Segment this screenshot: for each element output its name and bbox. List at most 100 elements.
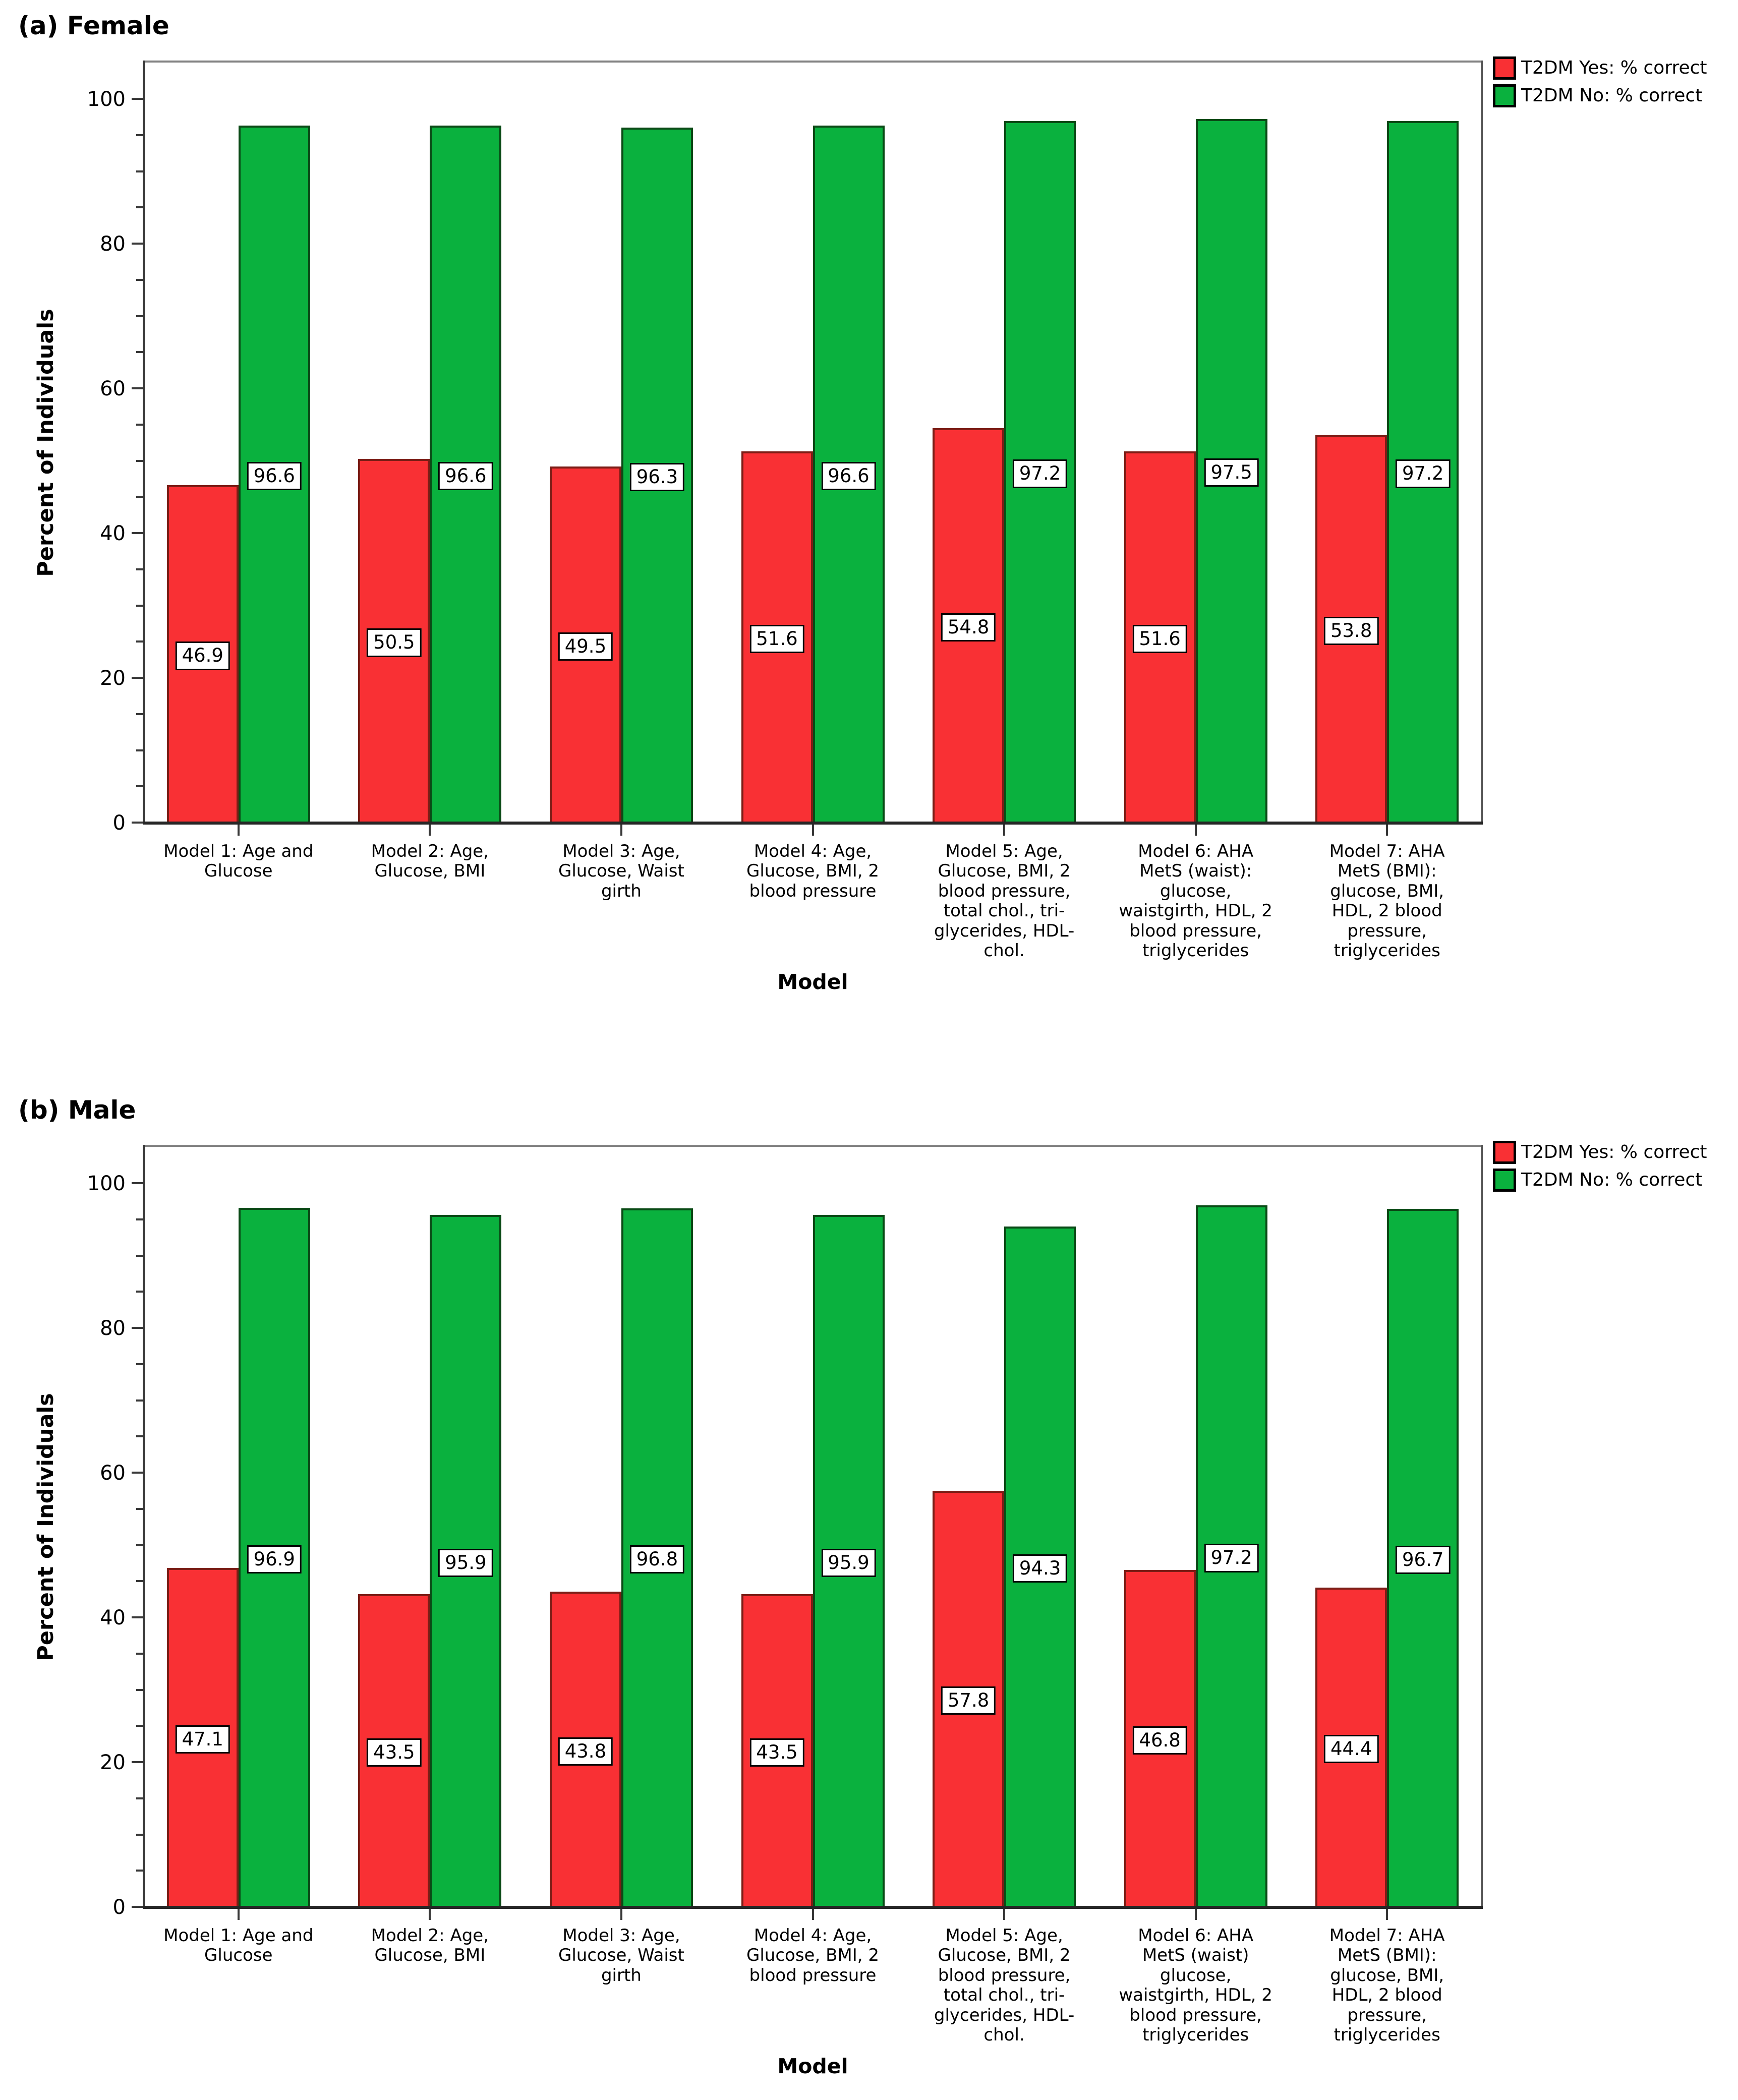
y-minor-tick xyxy=(136,278,143,281)
x-tick xyxy=(620,1909,622,1920)
y-minor-tick xyxy=(136,1218,143,1220)
y-axis-title: Percent of Individuals xyxy=(33,1392,59,1661)
y-minor-tick xyxy=(136,1580,143,1583)
plot-frame-right xyxy=(1481,61,1483,825)
legend-item-t2dm-no: T2DM No: % correct xyxy=(1493,1169,1707,1192)
legend-item-t2dm-yes: T2DM Yes: % correct xyxy=(1493,56,1707,80)
y-tick-label: 100 xyxy=(87,1172,126,1195)
y-major-tick xyxy=(132,387,143,389)
value-label: 46.8 xyxy=(1132,1726,1187,1755)
y-tick-label: 100 xyxy=(87,88,126,111)
y-minor-tick xyxy=(136,1688,143,1691)
y-minor-tick xyxy=(136,459,143,462)
legend-swatch-red-icon xyxy=(1493,1141,1516,1164)
value-label: 43.5 xyxy=(749,1738,804,1767)
value-label: 57.8 xyxy=(941,1686,996,1715)
x-axis-title: Model xyxy=(777,970,848,994)
x-tick xyxy=(429,1909,431,1920)
y-minor-tick xyxy=(136,170,143,172)
value-label: 97.5 xyxy=(1204,458,1259,487)
x-category-label: Model 2: Age, Glucose, BMI xyxy=(371,841,489,882)
value-label: 97.2 xyxy=(1012,459,1068,488)
y-axis-line xyxy=(143,61,145,825)
y-tick-label: 20 xyxy=(100,667,126,690)
y-minor-tick xyxy=(136,1507,143,1510)
value-label: 96.6 xyxy=(247,461,302,490)
plot-frame-top xyxy=(143,61,1483,63)
x-tick xyxy=(237,1909,240,1920)
value-label: 47.1 xyxy=(175,1725,230,1754)
value-label: 43.5 xyxy=(367,1738,422,1767)
value-label: 96.8 xyxy=(629,1545,685,1574)
y-tick-label: 60 xyxy=(100,377,126,400)
legend: T2DM Yes: % correct T2DM No: % correct xyxy=(1493,1141,1707,1196)
value-label: 51.6 xyxy=(1132,624,1187,653)
y-minor-tick xyxy=(136,1435,143,1438)
value-label: 46.9 xyxy=(175,641,230,670)
y-tick-label: 80 xyxy=(100,1317,126,1340)
y-minor-tick xyxy=(136,1725,143,1727)
x-category-label: Model 7: AHA MetS (BMI): glucose, BMI, H… xyxy=(1329,1926,1445,2046)
y-major-tick xyxy=(132,1182,143,1184)
panel-title: (b) Male xyxy=(18,1095,136,1125)
legend-swatch-red-icon xyxy=(1493,56,1516,80)
plot-area: Percent of Individuals Model 0 20 40 60 80 10… xyxy=(33,1145,1483,2078)
value-label: 53.8 xyxy=(1324,616,1379,645)
y-minor-tick xyxy=(136,1652,143,1655)
value-label: 43.8 xyxy=(558,1737,613,1766)
x-tick xyxy=(1003,825,1006,836)
value-label: 96.9 xyxy=(247,1545,302,1573)
x-tick xyxy=(1194,825,1197,836)
x-category-label: Model 6: AHA MetS (waist): glucose, wais… xyxy=(1119,841,1272,961)
y-minor-tick xyxy=(136,1833,143,1836)
y-major-tick xyxy=(132,677,143,679)
x-tick xyxy=(812,825,814,836)
x-tick xyxy=(429,825,431,836)
y-minor-tick xyxy=(136,1363,143,1365)
value-label: 96.6 xyxy=(438,461,493,490)
chart-panel-male: (b) Male Percent of Individuals Model 0 2… xyxy=(0,1084,1738,2100)
y-minor-tick xyxy=(136,1544,143,1546)
y-major-tick xyxy=(132,532,143,534)
y-minor-tick xyxy=(136,206,143,209)
value-label: 96.7 xyxy=(1396,1545,1451,1574)
plot-area: Percent of Individuals Model 0 20 40 60 80 10… xyxy=(33,61,1483,994)
y-minor-tick xyxy=(136,134,143,136)
x-category-label: Model 6: AHA MetS (waist) glucose, waist… xyxy=(1119,1926,1272,2046)
y-axis-title: Percent of Individuals xyxy=(33,308,59,577)
y-tick-label: 80 xyxy=(100,232,126,256)
x-category-label: Model 4: Age, Glucose, BMI, 2 blood pres… xyxy=(746,841,880,901)
legend-label: T2DM Yes: % correct xyxy=(1521,1142,1707,1163)
panel-title: (a) Female xyxy=(18,11,169,40)
y-major-tick xyxy=(132,243,143,245)
y-major-tick xyxy=(132,1472,143,1474)
y-minor-tick xyxy=(136,785,143,788)
y-minor-tick xyxy=(136,496,143,498)
value-label: 97.2 xyxy=(1396,459,1451,488)
y-minor-tick xyxy=(136,315,143,317)
y-minor-tick xyxy=(136,604,143,607)
y-minor-tick xyxy=(136,1291,143,1293)
value-label: 95.9 xyxy=(821,1548,876,1577)
legend-swatch-green-icon xyxy=(1493,1169,1516,1192)
x-tick xyxy=(1386,825,1388,836)
plot-frame-top xyxy=(143,1145,1483,1147)
y-minor-tick xyxy=(136,1254,143,1257)
legend-label: T2DM No: % correct xyxy=(1521,85,1703,106)
y-minor-tick xyxy=(136,1870,143,1872)
x-category-label: Model 5: Age, Glucose, BMI, 2 blood pres… xyxy=(934,841,1075,961)
x-axis-line xyxy=(143,822,1483,825)
x-axis-title: Model xyxy=(777,2054,848,2078)
x-tick xyxy=(1003,1909,1006,1920)
value-label: 95.9 xyxy=(438,1548,493,1577)
x-tick xyxy=(1194,1909,1197,1920)
y-tick-label: 40 xyxy=(100,522,126,545)
value-label: 51.6 xyxy=(749,624,804,653)
value-label: 49.5 xyxy=(558,632,613,661)
y-minor-tick xyxy=(136,713,143,715)
plot-frame-right xyxy=(1481,1145,1483,1909)
y-minor-tick xyxy=(136,640,143,643)
x-tick xyxy=(812,1909,814,1920)
y-major-tick xyxy=(132,1616,143,1618)
y-minor-tick xyxy=(136,568,143,570)
